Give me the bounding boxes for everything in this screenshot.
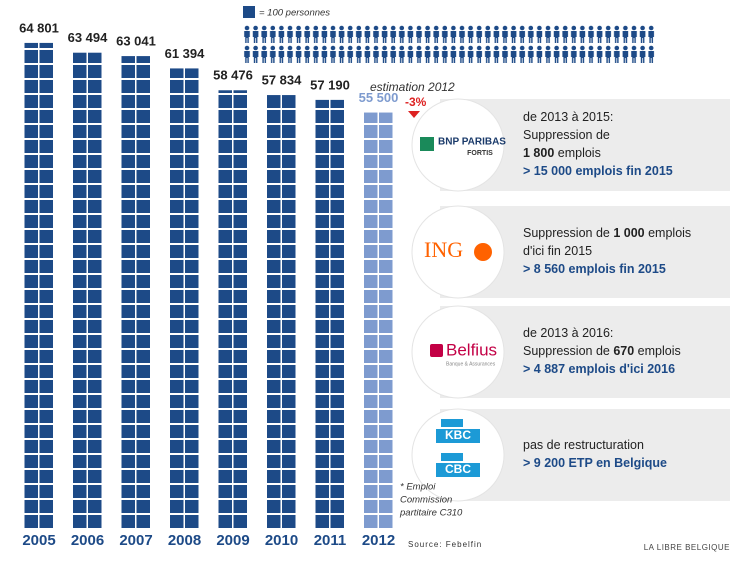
text-segment: d'ici fin 2015	[523, 244, 592, 258]
text-segment: 1 000	[613, 226, 644, 240]
logo-text: ING	[424, 237, 463, 262]
logo-circle	[411, 98, 505, 192]
bank-text: 1 800 emplois	[523, 146, 601, 160]
x-tick-label: 2005	[22, 532, 55, 549]
logo-icon	[430, 344, 443, 357]
logo-circle	[411, 205, 505, 299]
logo-text: Banque & Assurances	[446, 361, 496, 367]
logo-text: CBC	[445, 462, 471, 476]
bank-text: Suppression de 1 000 emplois	[523, 226, 691, 240]
text-segment: > 9 200 ETP en Belgique	[523, 456, 667, 470]
x-tick-label: 2009	[216, 532, 249, 549]
bar	[72, 52, 103, 528]
text-segment: pas de restructuration	[523, 438, 644, 452]
change-label: -3%	[405, 95, 427, 109]
value-label: 57 834	[262, 73, 303, 88]
logo-box	[436, 463, 480, 477]
logo-text: Belfius	[446, 340, 497, 359]
bar	[24, 42, 54, 529]
footnote: * Emploi	[400, 482, 436, 493]
text-segment: emplois	[645, 226, 692, 240]
bank-text: > 15 000 emplois fin 2015	[523, 164, 673, 178]
legend-swatch	[243, 6, 255, 18]
value-label: 55 500	[359, 90, 399, 105]
value-label: 58 476	[213, 68, 253, 83]
x-tick-label: 2011	[314, 532, 347, 549]
x-tick-label: 2006	[71, 532, 104, 549]
logo-circle	[411, 305, 505, 399]
credit: LA LIBRE BELGIQUE	[644, 543, 730, 552]
logo-text: FORTIS	[467, 150, 493, 157]
bank-text: pas de restructuration	[523, 438, 644, 452]
logo-box	[436, 429, 480, 443]
text-segment: 1 800	[523, 146, 554, 160]
text-segment: emplois	[554, 146, 601, 160]
text-segment: Suppression de	[523, 344, 613, 358]
bank-text: > 9 200 ETP en Belgique	[523, 456, 667, 470]
bank-text: d'ici fin 2015	[523, 244, 592, 258]
x-tick-label: 2010	[265, 532, 298, 549]
source: Source: Febelfin	[408, 540, 482, 549]
text-segment: 670	[613, 344, 634, 358]
logo-icon	[420, 137, 434, 151]
value-label: 63 041	[116, 34, 156, 49]
logo-text: BNP PARIBAS	[438, 137, 506, 148]
logo-text: KBC	[445, 428, 471, 442]
x-tick-label: 2008	[168, 532, 201, 549]
footnote: partitaire C310	[399, 508, 463, 519]
bank-text: > 4 887 emplois d'ici 2016	[523, 362, 675, 376]
text-segment: > 4 887 emplois d'ici 2016	[523, 362, 675, 376]
legend-label: = 100 personnes	[259, 8, 330, 19]
bar	[266, 95, 297, 528]
value-label: 64 801	[19, 20, 59, 35]
text-segment: Suppression de	[523, 128, 610, 142]
bank-text: Suppression de 670 emplois	[523, 344, 681, 358]
value-label: 61 394	[165, 46, 206, 61]
bank-text: de 2013 à 2016:	[523, 326, 613, 340]
text-segment: de 2013 à 2015:	[523, 110, 613, 124]
text-segment: emplois	[634, 344, 681, 358]
value-label: 63 494	[68, 30, 109, 45]
bar	[169, 68, 200, 528]
x-tick-label: 2012	[362, 532, 395, 549]
bank-panel: BNP PARIBAS FORTIS de 2013 à 2015: Suppress…	[411, 98, 730, 502]
logo-icon	[474, 243, 492, 261]
bar	[315, 99, 345, 528]
change-arrow	[408, 111, 420, 118]
bar	[121, 56, 151, 529]
text-segment: > 15 000 emplois fin 2015	[523, 164, 673, 178]
logo-icon	[441, 453, 463, 461]
text-segment: de 2013 à 2016:	[523, 326, 613, 340]
bank-text: > 8 560 emplois fin 2015	[523, 262, 666, 276]
bar	[363, 112, 394, 529]
estimate-label: estimation 2012	[370, 80, 455, 94]
bar	[218, 90, 248, 528]
people-icons	[243, 25, 656, 65]
bank-text: de 2013 à 2015:	[523, 110, 613, 124]
text-segment: Suppression de	[523, 226, 613, 240]
logo-icon	[441, 419, 463, 427]
value-label: 57 190	[310, 77, 350, 92]
footnote: Commission	[400, 495, 452, 506]
bank-text: Suppression de	[523, 128, 610, 142]
x-tick-label: 2007	[119, 532, 152, 549]
text-segment: > 8 560 emplois fin 2015	[523, 262, 666, 276]
